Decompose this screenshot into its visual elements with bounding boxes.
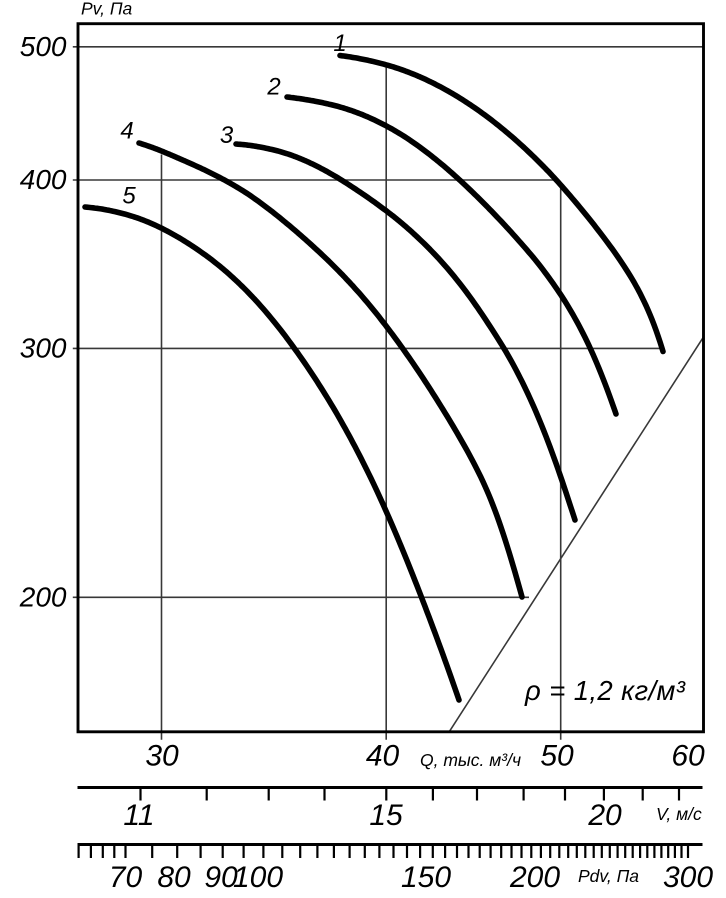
- svg-text:Pv, Па: Pv, Па: [81, 0, 133, 19]
- svg-text:200: 200: [19, 582, 67, 613]
- svg-text:500: 500: [20, 31, 67, 62]
- svg-text:ρ = 1,2 кг/м³: ρ = 1,2 кг/м³: [524, 675, 686, 706]
- svg-text:100: 100: [233, 861, 283, 893]
- svg-text:V, м/с: V, м/с: [656, 804, 702, 824]
- svg-text:80: 80: [157, 861, 191, 893]
- svg-text:70: 70: [109, 861, 143, 893]
- svg-text:300: 300: [20, 333, 67, 364]
- svg-text:150: 150: [401, 861, 451, 893]
- svg-text:5: 5: [122, 183, 136, 210]
- svg-text:4: 4: [120, 118, 133, 145]
- svg-text:90: 90: [204, 861, 238, 893]
- svg-text:400: 400: [20, 164, 67, 195]
- svg-text:200: 200: [509, 861, 560, 893]
- svg-text:11: 11: [123, 799, 154, 832]
- svg-text:60: 60: [671, 740, 705, 773]
- svg-text:40: 40: [366, 740, 400, 773]
- svg-text:Q, тыс. м³/ч: Q, тыс. м³/ч: [420, 750, 521, 770]
- svg-text:Pdv, Па: Pdv, Па: [578, 866, 639, 886]
- svg-text:30: 30: [145, 740, 179, 773]
- svg-text:2: 2: [266, 74, 280, 101]
- svg-text:300: 300: [663, 861, 713, 893]
- svg-text:15: 15: [369, 799, 403, 832]
- svg-text:50: 50: [540, 740, 574, 773]
- svg-text:20: 20: [587, 799, 622, 832]
- svg-text:3: 3: [220, 122, 234, 149]
- svg-text:1: 1: [333, 30, 346, 57]
